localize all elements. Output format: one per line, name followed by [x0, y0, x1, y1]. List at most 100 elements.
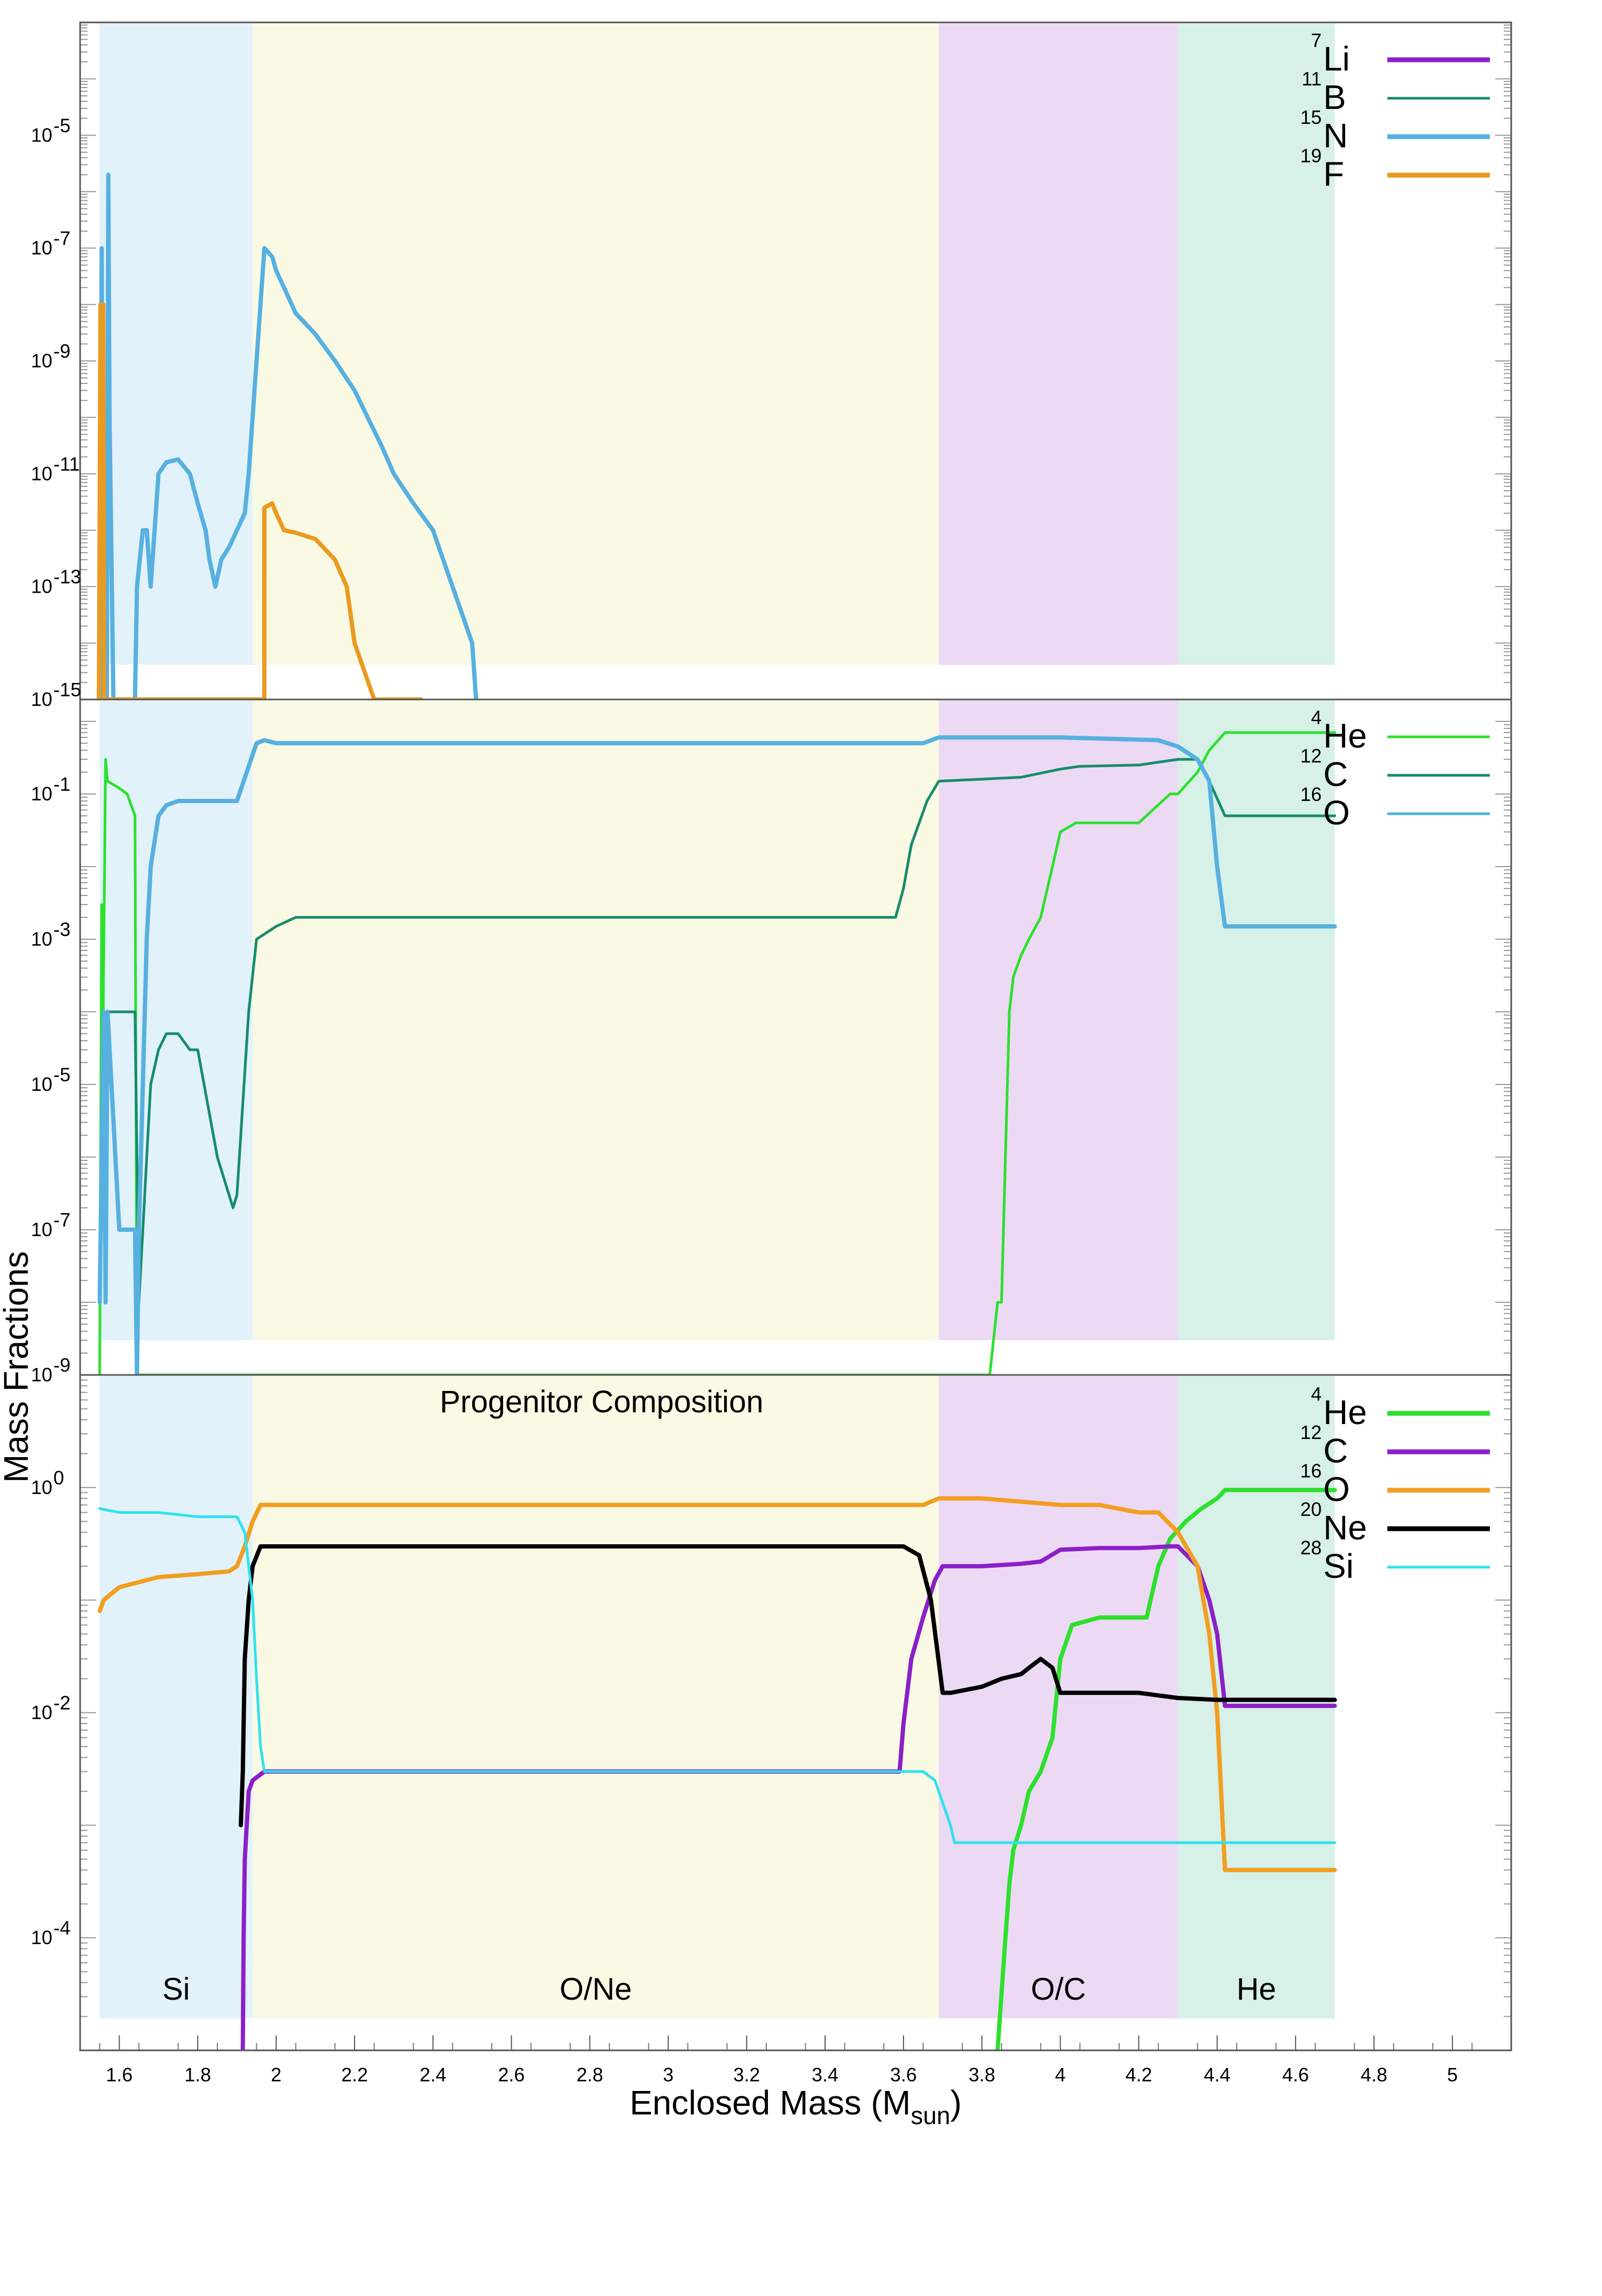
region-band-1: [253, 701, 939, 1340]
legend-mass-number: 20: [1300, 1498, 1322, 1520]
x-tick-label: 3.8: [969, 2064, 995, 2086]
legend-mass-number: 28: [1300, 1537, 1322, 1559]
x-tick-label: 3.4: [812, 2064, 838, 2086]
series-line-o: [97, 1496, 1337, 1873]
y-tick-label: 10: [31, 576, 52, 597]
y-tick-label: 10: [31, 462, 52, 484]
panel-annotation: Progenitor Composition: [440, 1385, 764, 1419]
region-label-0: Si: [162, 1972, 190, 2007]
y-tick-label: 10: [31, 124, 52, 146]
legend-element-label: Ne: [1323, 1508, 1367, 1547]
region-band-2: [939, 23, 1178, 665]
y-tick-exponent: -13: [53, 566, 81, 588]
region-bands: [99, 23, 1335, 2018]
y-tick-label: 10: [31, 1218, 52, 1240]
series-line-f: [97, 302, 423, 699]
y-tick-exponent: -9: [53, 1354, 70, 1376]
y-tick-exponent: -7: [53, 1209, 70, 1231]
x-tick-label: 4.2: [1125, 2064, 1152, 2086]
legend-element-label: B: [1323, 78, 1346, 116]
legend-mass-number: 4: [1311, 706, 1322, 728]
x-tick-label: 4: [1055, 2064, 1066, 2086]
legend-mass-number: 16: [1300, 783, 1322, 805]
series-line-c: [98, 758, 1337, 1304]
y-tick-label: 10: [31, 237, 52, 259]
y-axis-title: Mass Fractions: [0, 1251, 35, 1483]
region-band-0: [99, 1376, 253, 2018]
x-tick-label: 4.8: [1361, 2064, 1387, 2086]
y-tick-exponent: -7: [53, 227, 70, 249]
y-tick-exponent: -11: [53, 453, 80, 475]
region-band-2: [939, 701, 1178, 1340]
y-tick-exponent: -2: [53, 1692, 70, 1714]
region-band-1: [253, 1376, 939, 2018]
x-axis-title: Enclosed Mass (Msun): [630, 2083, 962, 2129]
region-band-1: [253, 23, 939, 665]
tick-marks: [80, 22, 1511, 2051]
region-band-0: [99, 701, 253, 1340]
legend-element-label: F: [1323, 155, 1344, 193]
legend-element-label: O: [1323, 793, 1350, 832]
x-tick-label: 2.8: [576, 2064, 603, 2086]
y-tick-label: 10: [31, 783, 52, 805]
region-band-3: [1177, 701, 1335, 1340]
panel-frames: [79, 21, 1512, 2051]
legend-mass-number: 11: [1302, 68, 1322, 90]
legend-element-label: Li: [1323, 40, 1350, 78]
legend-mass-number: 4: [1311, 1383, 1322, 1405]
y-tick-exponent: -3: [53, 918, 70, 940]
legend-element-label: He: [1323, 717, 1367, 755]
series-line-he: [98, 731, 1337, 1375]
legend-element-label: N: [1323, 116, 1348, 155]
region-band-0: [99, 23, 253, 665]
series-line-n: [97, 172, 478, 699]
legend-element-label: Si: [1323, 1547, 1354, 1585]
y-tick-label: 10: [31, 1073, 52, 1095]
y-tick-exponent: -4: [53, 1917, 70, 1939]
legend-mass-number: 12: [1300, 1421, 1322, 1443]
x-tick-label: 2.6: [498, 2064, 525, 2086]
y-tick-exponent: 0: [53, 1467, 64, 1489]
legend-element-label: O: [1323, 1470, 1350, 1508]
legend-mass-number: 15: [1300, 106, 1322, 128]
y-tick-exponent: -15: [53, 679, 81, 701]
legend-element-label: C: [1323, 1432, 1348, 1470]
y-tick-exponent: -1: [53, 773, 70, 795]
x-tick-label: 4.6: [1282, 2064, 1309, 2086]
y-tick-label: 10: [31, 928, 52, 950]
legend-mass-number: 7: [1311, 29, 1322, 51]
region-label-1: O/Ne: [560, 1972, 632, 2007]
y-tick-exponent: -9: [53, 340, 70, 362]
x-tick-label: 1.8: [184, 2064, 211, 2086]
y-tick-label: 10: [31, 1476, 52, 1498]
region-band-3: [1177, 23, 1335, 665]
legend-mass-number: 19: [1300, 145, 1322, 167]
series-layer: [97, 172, 1337, 2050]
legend-element-label: He: [1323, 1393, 1367, 1432]
y-tick-label: 10: [31, 1927, 52, 1948]
y-tick-label: 10: [31, 1364, 52, 1386]
panel-frame-2: [79, 1374, 1512, 2051]
legend-element-label: C: [1323, 755, 1348, 793]
legend-mass-number: 12: [1300, 745, 1322, 767]
x-tick-label: 3.2: [733, 2064, 760, 2086]
series-line-o: [97, 735, 1337, 1375]
x-tick-label: 1.6: [106, 2064, 132, 2086]
x-tick-label: 2.4: [420, 2064, 446, 2086]
y-tick-exponent: -5: [53, 114, 70, 136]
x-tick-label: 2: [271, 2064, 281, 2086]
x-tick-label: 3.6: [890, 2064, 917, 2086]
x-tick-label: 2.2: [341, 2064, 368, 2086]
x-tick-label: 4.4: [1204, 2064, 1230, 2086]
x-tick-label: 3: [663, 2064, 673, 2086]
legend-mass-number: 16: [1300, 1460, 1322, 1482]
y-tick-label: 10: [31, 688, 52, 710]
y-tick-label: 10: [31, 350, 52, 372]
y-tick-exponent: -5: [53, 1064, 70, 1086]
x-tick-label: 5: [1447, 2064, 1458, 2086]
region-label-3: He: [1237, 1972, 1276, 2007]
series-line-si: [98, 1507, 1337, 1844]
region-label-2: O/C: [1031, 1972, 1086, 2007]
